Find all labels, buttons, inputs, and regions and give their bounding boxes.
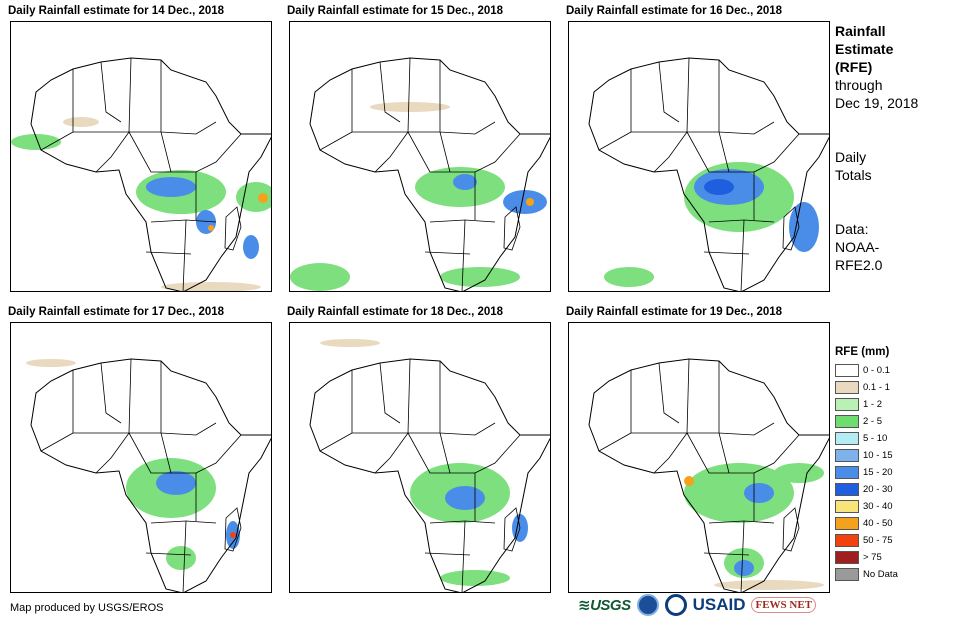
noaa-logo-icon <box>636 594 659 616</box>
legend-swatch <box>835 449 859 462</box>
legend-item: > 75 <box>835 549 960 566</box>
legend-item: 0 - 0.1 <box>835 362 960 379</box>
legend-item: No Data <box>835 566 960 583</box>
legend-item: 30 - 40 <box>835 498 960 515</box>
legend-swatch <box>835 483 859 496</box>
map-panel-19dec: Daily Rainfall estimate for 19 Dec., 201… <box>566 305 830 593</box>
panel-title: Daily Rainfall estimate for 14 Dec., 201… <box>8 5 225 17</box>
legend-item: 10 - 15 <box>835 447 960 464</box>
legend-swatch <box>835 398 859 411</box>
data-source-line: Data: <box>835 221 869 237</box>
rainfall-map <box>10 322 272 593</box>
legend-swatch <box>835 364 859 377</box>
legend: RFE (mm) 0 - 0.1 0.1 - 1 1 - 2 2 - 5 5 - 10 1… <box>835 346 960 583</box>
map-description: Rainfall Estimate (RFE) through Dec 19, … <box>835 22 965 274</box>
panel-title: Daily Rainfall estimate for 18 Dec., 201… <box>287 306 504 318</box>
legend-label: 0 - 0.1 <box>863 365 890 376</box>
agency-logos: ≋USGS USAID FEWS NET <box>578 594 817 616</box>
legend-swatch <box>835 415 859 428</box>
fews-net-logo: FEWS NET <box>751 597 817 613</box>
legend-label: 15 - 20 <box>863 467 893 478</box>
data-source-line: RFE2.0 <box>835 257 883 273</box>
legend-item: 50 - 75 <box>835 532 960 549</box>
rainfall-map <box>289 322 551 593</box>
legend-item: 15 - 20 <box>835 464 960 481</box>
legend-title: RFE (mm) <box>835 346 890 358</box>
legend-label: 2 - 5 <box>863 416 883 427</box>
legend-swatch <box>835 568 859 581</box>
panel-title: Daily Rainfall estimate for 15 Dec., 201… <box>287 5 504 17</box>
legend-swatch <box>835 500 859 513</box>
legend-label: 20 - 30 <box>863 484 893 495</box>
map-panel-18dec: Daily Rainfall estimate for 18 Dec., 201… <box>287 305 551 593</box>
heading-line: Estimate <box>835 41 894 57</box>
legend-label: No Data <box>863 569 898 580</box>
legend-swatch <box>835 381 859 394</box>
panel-title: Daily Rainfall estimate for 19 Dec., 201… <box>566 306 783 318</box>
map-panel-15dec: Daily Rainfall estimate for 15 Dec., 201… <box>287 4 551 292</box>
legend-label: 0.1 - 1 <box>863 382 890 393</box>
legend-item: 1 - 2 <box>835 396 960 413</box>
legend-item: 20 - 30 <box>835 481 960 498</box>
rainfall-map <box>289 21 551 292</box>
legend-item: 5 - 10 <box>835 430 960 447</box>
through-date: Dec 19, 2018 <box>835 95 919 111</box>
panel-title: Daily Rainfall estimate for 17 Dec., 201… <box>8 306 225 318</box>
legend-swatch <box>835 551 859 564</box>
legend-label: 5 - 10 <box>863 433 888 444</box>
panel-title: Daily Rainfall estimate for 16 Dec., 201… <box>566 5 783 17</box>
legend-swatch <box>835 517 859 530</box>
heading-line: (RFE) <box>835 59 873 75</box>
heading-line: Rainfall <box>835 23 886 39</box>
usaid-logo: USAID <box>692 595 746 614</box>
legend-label: 40 - 50 <box>863 518 893 529</box>
legend-item: 0.1 - 1 <box>835 379 960 396</box>
legend-label: 10 - 15 <box>863 450 893 461</box>
usgs-logo: ≋USGS <box>578 597 631 614</box>
legend-label: 1 - 2 <box>863 399 883 410</box>
legend-item: 2 - 5 <box>835 413 960 430</box>
legend-swatch <box>835 534 859 547</box>
legend-label: 50 - 75 <box>863 535 893 546</box>
totals-line: Totals <box>835 167 872 183</box>
rainfall-map <box>568 322 830 593</box>
rainfall-map <box>10 21 272 292</box>
legend-label: > 75 <box>863 552 882 563</box>
map-panel-17dec: Daily Rainfall estimate for 17 Dec., 201… <box>8 305 272 593</box>
map-panel-14dec: Daily Rainfall estimate for 14 Dec., 201… <box>8 4 272 292</box>
totals-line: Daily <box>835 149 867 165</box>
through-label: through <box>835 77 883 93</box>
footer-credit: Map produced by USGS/EROS <box>10 602 164 614</box>
legend-swatch <box>835 466 859 479</box>
legend-label: 30 - 40 <box>863 501 893 512</box>
usaid-seal-icon <box>664 594 687 616</box>
map-panel-16dec: Daily Rainfall estimate for 16 Dec., 201… <box>566 4 830 292</box>
legend-swatch <box>835 432 859 445</box>
data-source-line: NOAA- <box>835 239 880 255</box>
legend-item: 40 - 50 <box>835 515 960 532</box>
rainfall-map <box>568 21 830 292</box>
